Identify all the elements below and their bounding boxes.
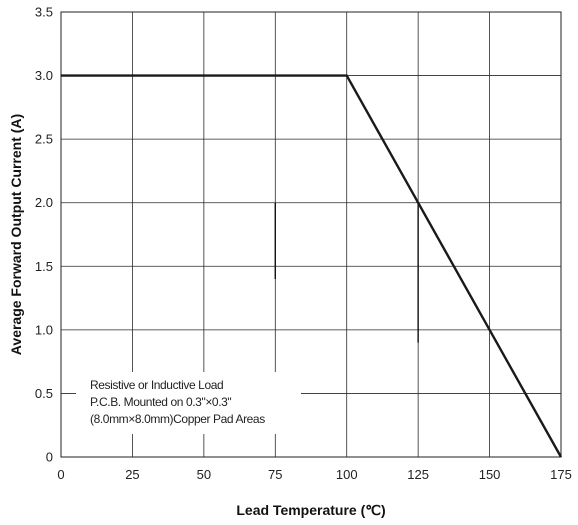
x-tick-label: 150 <box>479 467 501 482</box>
x-tick-label: 25 <box>125 467 139 482</box>
y-tick-label: 1.0 <box>35 322 53 337</box>
y-axis-title: Average Forward Output Current (A) <box>8 114 24 355</box>
annotation-box <box>76 372 301 434</box>
y-tick-label: 0 <box>46 450 53 465</box>
x-axis-title: Lead Temperature (℃) <box>236 502 385 518</box>
y-tick-label: 3.0 <box>35 68 53 83</box>
y-tick-label: 3.5 <box>35 5 53 20</box>
y-tick-labels: 0 0.5 1.0 1.5 2.0 2.5 3.0 3.5 <box>35 5 53 465</box>
annotation-line-2: P.C.B. Mounted on 0.3"×0.3" <box>90 395 231 409</box>
x-tick-label: 0 <box>57 467 64 482</box>
x-tick-label: 175 <box>550 467 572 482</box>
y-tick-label: 0.5 <box>35 386 53 401</box>
minor-marks <box>274 202 419 343</box>
annotation-line-3: (8.0mm×8.0mm)Copper Pad Areas <box>90 412 265 426</box>
x-tick-label: 75 <box>268 467 282 482</box>
y-tick-label: 2.5 <box>35 132 53 147</box>
x-tick-label: 125 <box>407 467 429 482</box>
x-tick-labels: 0 25 50 75 100 125 150 175 <box>57 467 571 482</box>
x-tick-label: 50 <box>197 467 211 482</box>
y-tick-label: 2.0 <box>35 195 53 210</box>
y-tick-label: 1.5 <box>35 259 53 274</box>
annotation-line-1: Resistive or Inductive Load <box>90 378 223 392</box>
x-tick-label: 100 <box>336 467 358 482</box>
series-group <box>61 74 563 458</box>
derating-curve <box>61 74 563 458</box>
